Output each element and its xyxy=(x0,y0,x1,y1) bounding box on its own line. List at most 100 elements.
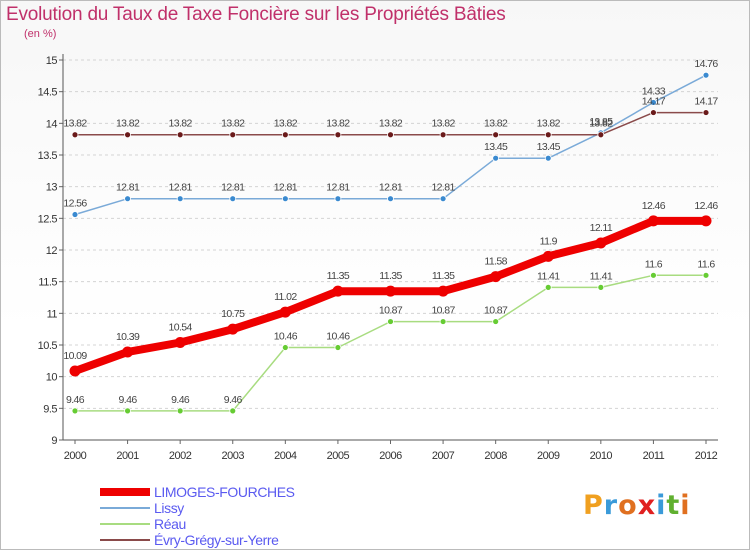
y-tick-label: 13.5 xyxy=(38,150,58,162)
data-label: 13.82 xyxy=(484,118,508,130)
legend-label: Lissy xyxy=(154,500,184,516)
data-label: 10.46 xyxy=(326,331,350,343)
data-point xyxy=(437,285,449,297)
data-label: 10.87 xyxy=(379,305,403,317)
data-point xyxy=(122,346,134,358)
data-point xyxy=(702,109,710,116)
data-point xyxy=(281,131,289,139)
proxiti-logo: Proxiti xyxy=(583,490,691,521)
data-label: 14.76 xyxy=(694,58,718,70)
x-tick-label: 2007 xyxy=(432,450,455,462)
y-tick-label: 14 xyxy=(46,118,58,130)
legend-swatch xyxy=(100,488,150,496)
data-point xyxy=(71,131,79,139)
y-tick-label: 11.5 xyxy=(38,277,57,289)
data-point xyxy=(124,195,131,203)
data-point xyxy=(387,195,394,203)
data-point xyxy=(647,215,659,227)
data-point xyxy=(650,271,657,279)
legend-label: Évry-Grégy-sur-Yerre xyxy=(154,532,279,548)
data-point xyxy=(334,131,342,139)
data-point xyxy=(71,407,79,415)
data-point xyxy=(334,344,342,351)
legend-swatch xyxy=(100,523,150,525)
y-tick-label: 10 xyxy=(46,372,58,384)
data-point xyxy=(176,407,184,415)
legend-item: Lissy xyxy=(100,500,360,516)
data-label: 11.58 xyxy=(484,256,507,268)
data-label: 13.82 xyxy=(274,118,298,130)
legend: LIMOGES-FOURCHES Lissy Réau Évry-Grégy-sur-… xyxy=(100,484,360,548)
data-point xyxy=(387,131,394,139)
data-label: 10.39 xyxy=(116,331,140,343)
legend-swatch xyxy=(100,539,150,541)
legend-item: Évry-Grégy-sur-Yerre xyxy=(100,532,360,548)
data-label: 13.82 xyxy=(63,118,87,130)
data-label: 13.82 xyxy=(326,118,350,130)
data-label: 10.75 xyxy=(221,308,245,320)
data-point xyxy=(595,237,607,249)
data-point xyxy=(229,195,237,203)
data-point xyxy=(544,154,552,162)
x-tick-label: 2004 xyxy=(274,450,297,462)
data-point xyxy=(492,318,500,325)
legend-swatch xyxy=(100,507,150,509)
data-point xyxy=(544,131,552,139)
y-tick-label: 12.5 xyxy=(38,213,58,225)
data-point xyxy=(650,109,657,116)
series-layer xyxy=(69,71,712,415)
line-chart: 9 9.5 10 10.5 11 11.5 12 12.5 13 13.5 14 14.5 15 2000… xyxy=(38,54,719,462)
data-point xyxy=(542,250,554,262)
legend-label: LIMOGES-FOURCHES xyxy=(154,484,295,500)
y-tick-label: 9 xyxy=(51,435,57,447)
data-point xyxy=(227,323,239,335)
data-point xyxy=(597,131,605,139)
data-point xyxy=(332,285,344,297)
y-tick-label: 9.5 xyxy=(43,403,57,415)
x-tick-label: 2011 xyxy=(643,450,665,462)
y-tick-label: 12 xyxy=(46,245,58,257)
chart-title: Evolution du Taux de Taxe Foncière sur l… xyxy=(6,4,506,25)
data-label: 13.45 xyxy=(484,141,508,153)
data-point xyxy=(490,271,502,283)
legend-item: LIMOGES-FOURCHES xyxy=(100,484,360,500)
x-tick-label: 2009 xyxy=(537,450,560,462)
data-label: 14.17 xyxy=(694,96,718,108)
x-tick-label: 2012 xyxy=(695,450,718,462)
data-point xyxy=(702,271,710,279)
data-point xyxy=(281,344,289,351)
y-tick-label: 15 xyxy=(46,55,58,67)
data-label: 10.54 xyxy=(169,321,193,333)
data-label: 11.41 xyxy=(590,270,613,282)
data-label: 9.46 xyxy=(171,394,190,406)
data-label: 11.35 xyxy=(432,270,455,282)
data-point xyxy=(492,131,500,139)
data-label: 13.82 xyxy=(116,118,140,130)
data-label: 12.81 xyxy=(221,182,245,194)
data-label: 10.46 xyxy=(274,331,298,343)
x-tick-label: 2008 xyxy=(484,450,507,462)
data-label: 13.82 xyxy=(379,118,403,130)
data-point xyxy=(229,407,237,415)
data-point xyxy=(597,283,605,291)
data-label: 13.82 xyxy=(221,118,245,130)
data-label: 13.82 xyxy=(431,118,455,130)
data-point xyxy=(439,195,447,203)
x-tick-label: 2002 xyxy=(169,450,192,462)
legend-label: Réau xyxy=(154,516,186,532)
data-label: 10.09 xyxy=(63,350,87,362)
data-point xyxy=(544,283,552,291)
data-point xyxy=(279,306,291,318)
data-point xyxy=(71,211,79,218)
data-point xyxy=(492,154,500,162)
data-label: 13.82 xyxy=(537,118,561,130)
data-point xyxy=(439,131,447,139)
data-point xyxy=(702,71,710,79)
x-tick-label: 2003 xyxy=(222,450,245,462)
data-label: 12.56 xyxy=(63,198,87,210)
data-point xyxy=(387,318,394,325)
y-tick-label: 14.5 xyxy=(38,87,58,99)
data-label: 9.46 xyxy=(66,394,85,406)
x-tick-label: 2005 xyxy=(327,450,350,462)
data-label: 12.46 xyxy=(642,200,666,212)
